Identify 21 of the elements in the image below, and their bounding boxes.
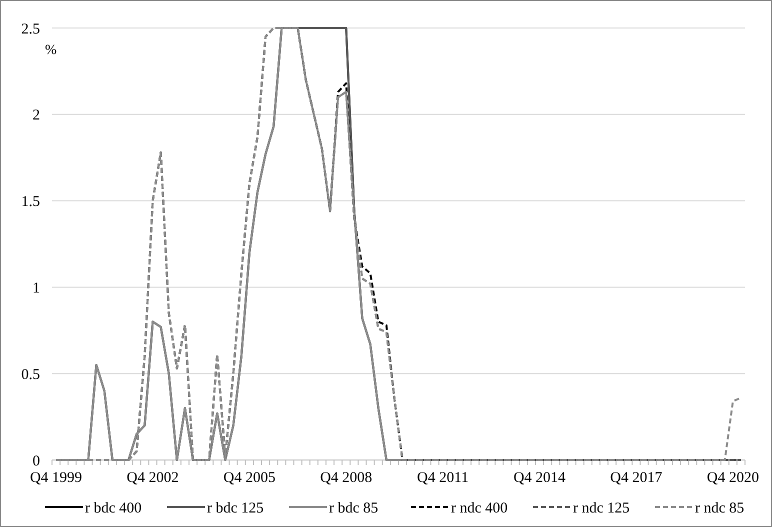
x-tick-label: Q4 2011 — [417, 470, 469, 486]
x-tick-label: Q4 1999 — [30, 470, 82, 486]
y-tick-label: 0.5 — [21, 366, 40, 383]
x-tick-label: Q4 2005 — [223, 470, 276, 486]
y-tick-label: 2.5 — [21, 21, 40, 38]
y-axis-title: % — [45, 43, 57, 58]
legend-label: r bdc 400 — [85, 500, 142, 516]
legend-label: r bdc 125 — [207, 500, 264, 516]
legend-label: r ndc 85 — [695, 500, 744, 516]
x-tick-label: Q4 2002 — [126, 470, 179, 486]
x-tick-label: Q4 2008 — [320, 470, 372, 486]
x-tick-label: Q4 2017 — [610, 470, 663, 486]
legend-label: r ndc 400 — [451, 500, 508, 516]
x-tick-label: Q4 2014 — [513, 470, 566, 486]
y-tick-label: 2 — [32, 108, 40, 124]
y-tick-label: 1 — [32, 280, 40, 296]
y-tick-label: 0 — [32, 453, 40, 470]
legend-label: r ndc 125 — [573, 500, 630, 516]
x-tick-label: Q4 2020 — [706, 470, 759, 486]
legend-label: r bdc 85 — [329, 500, 378, 516]
y-tick-label: 1.5 — [21, 194, 40, 210]
